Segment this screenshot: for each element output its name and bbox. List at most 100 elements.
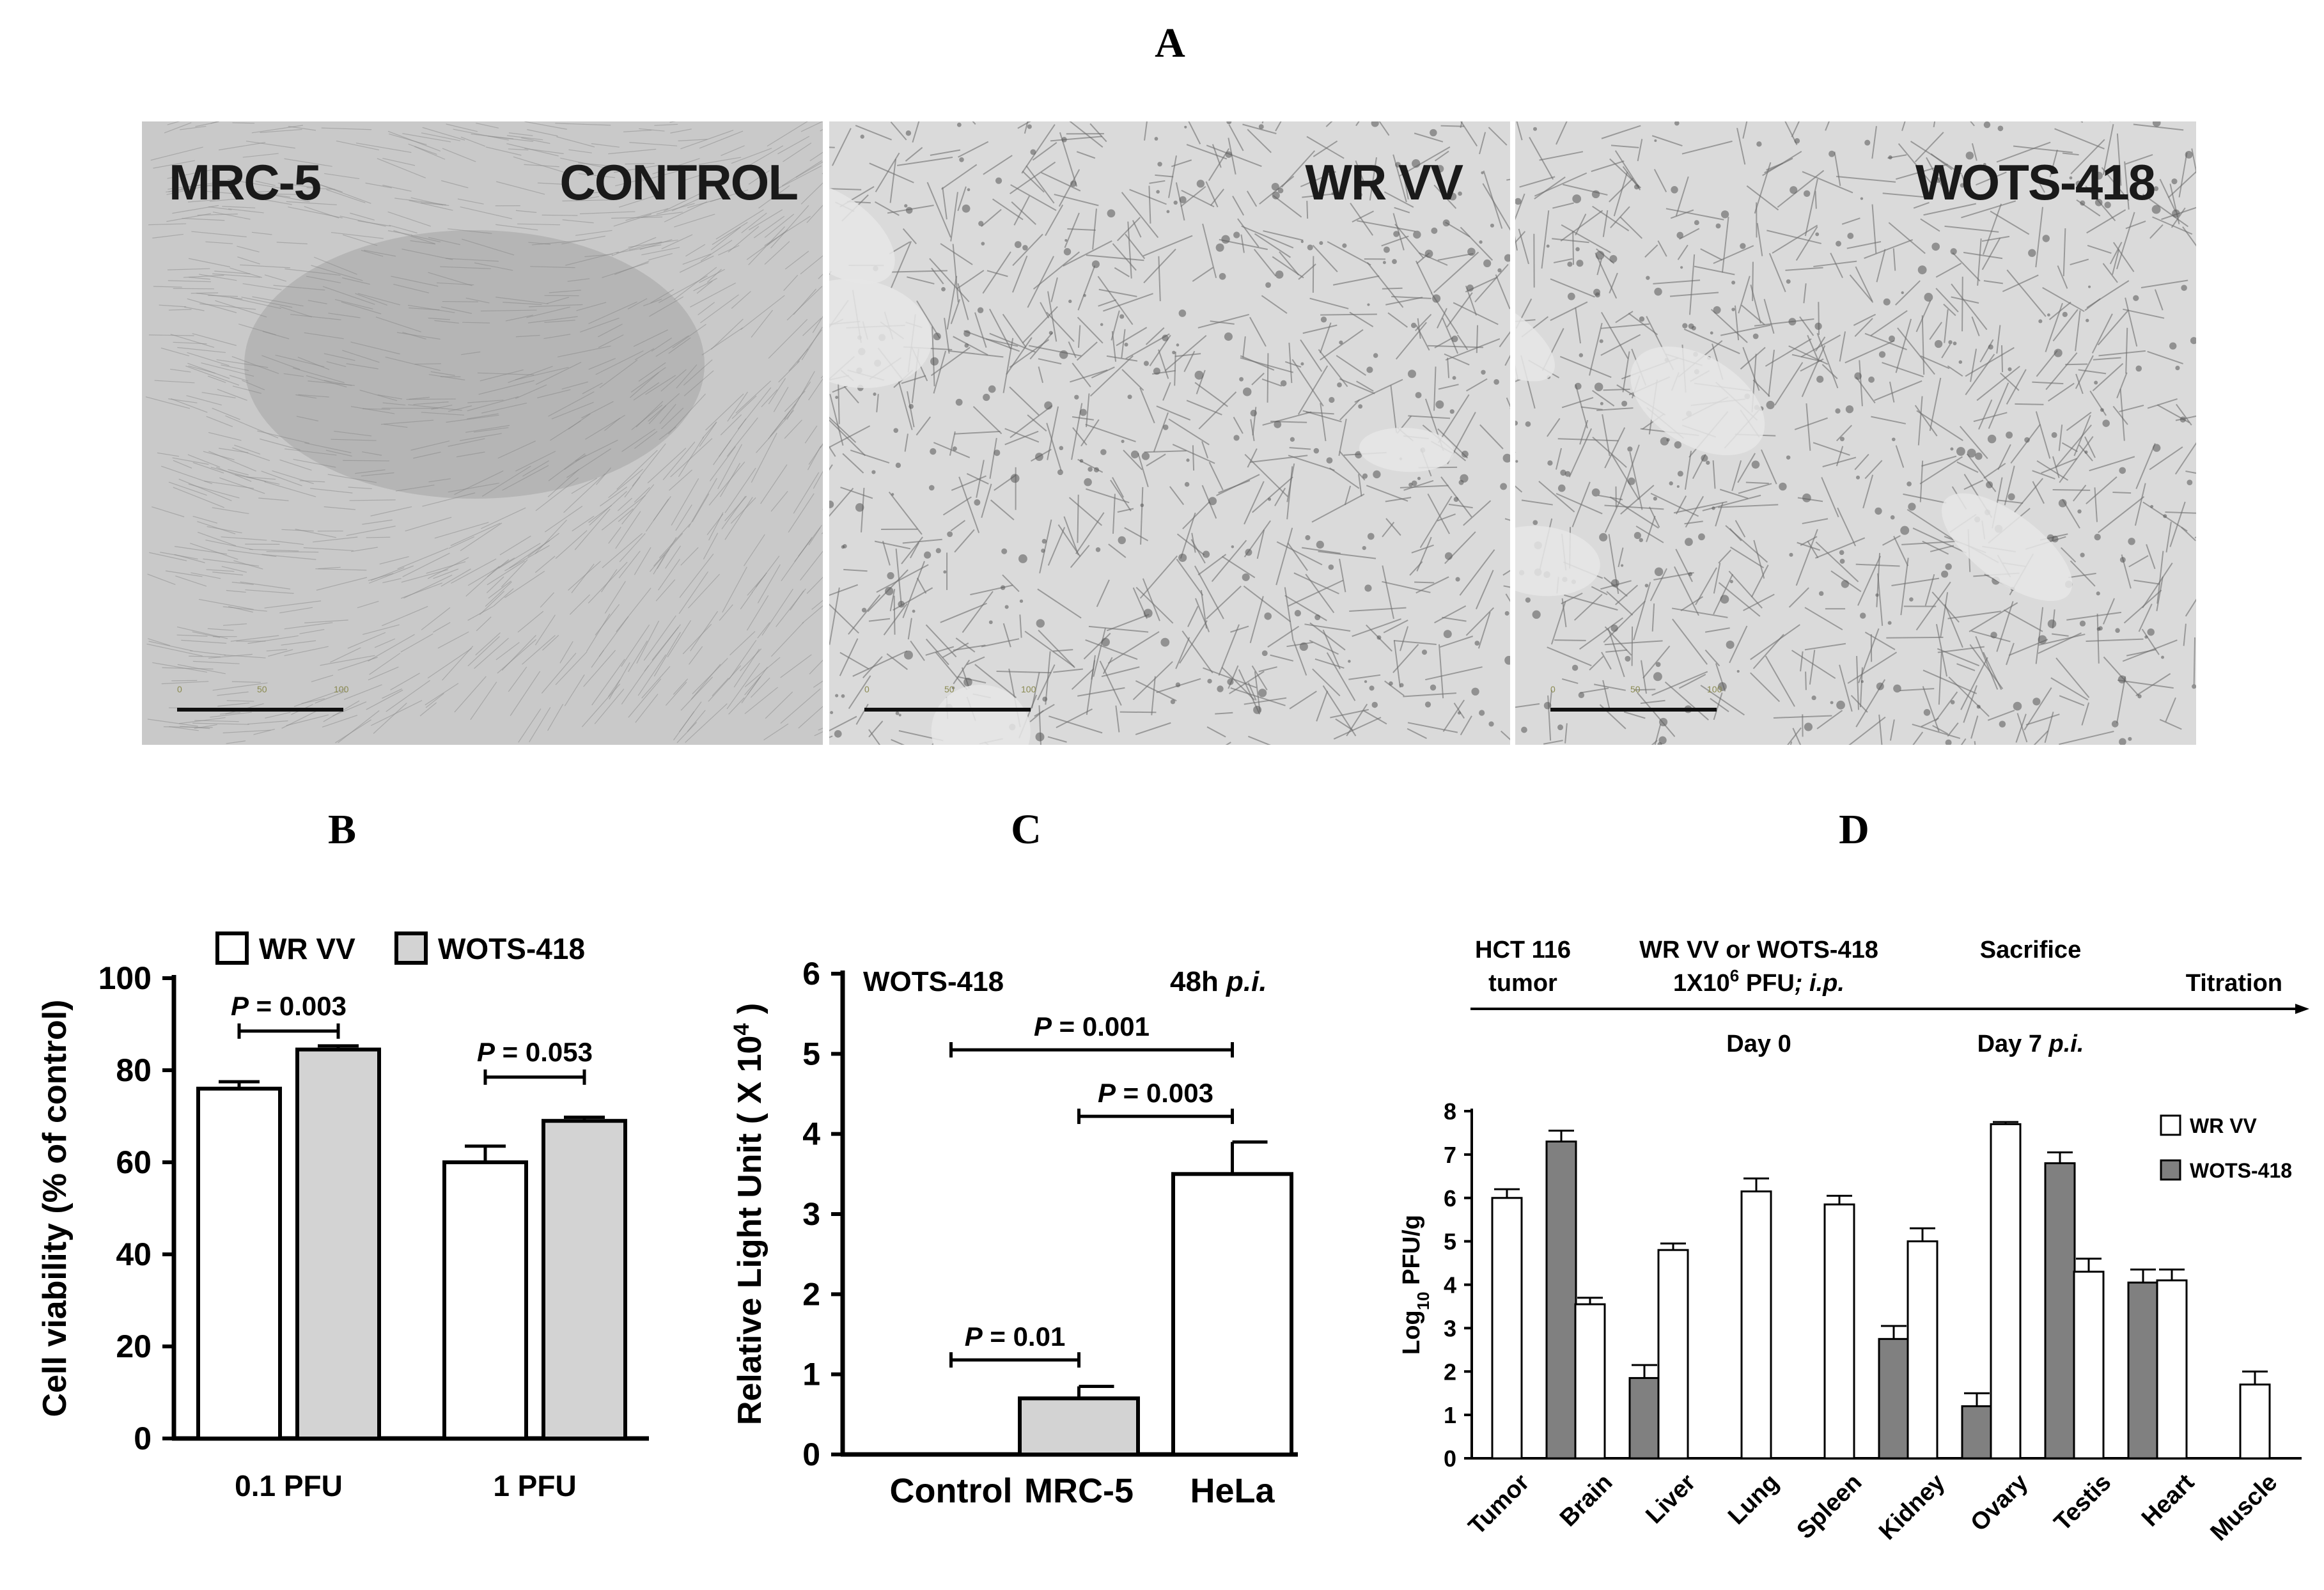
cell-fiber (2036, 350, 2058, 377)
cell-fiber (1504, 518, 1510, 521)
cell-strand (176, 634, 208, 637)
cell-cluster (974, 499, 981, 506)
legend-label: WOTS-418 (438, 932, 585, 965)
cell-strand (325, 449, 352, 456)
cell-strand (338, 710, 380, 744)
cell-fiber (1010, 161, 1056, 194)
cell-strand (470, 682, 497, 721)
cell-fiber (1129, 189, 1167, 205)
cell-strand (515, 367, 569, 380)
cell-fiber (1445, 338, 1501, 361)
cell-strand (336, 140, 379, 151)
cell-cluster (1455, 577, 1460, 582)
cell-fiber (1754, 318, 1814, 327)
cell-cluster (988, 620, 993, 625)
cell-cluster (1875, 507, 1882, 515)
cell-strand (710, 226, 741, 251)
cell-fiber (1306, 136, 1345, 159)
cell-strand (207, 375, 226, 383)
cell-strand (341, 301, 382, 315)
bar-heart (2156, 1279, 2188, 1460)
micrograph-texture (142, 121, 823, 745)
cell-fiber (901, 375, 926, 384)
cell-fiber (1871, 204, 1877, 254)
cell-cluster (2187, 479, 2193, 486)
cell-strand (629, 142, 678, 146)
cell-fiber (962, 591, 994, 633)
dose-unit: PFU (1739, 970, 1795, 997)
cell-fiber (1194, 565, 1224, 620)
cell-strand (249, 549, 299, 552)
cell-strand (641, 666, 671, 699)
cell-fiber (1601, 125, 1641, 139)
cell-fiber (1356, 380, 1374, 392)
cell-strand (355, 143, 412, 153)
cell-cluster (2051, 432, 2057, 438)
y-tick-label: 40 (116, 1236, 152, 1272)
cell-fiber (1037, 588, 1082, 619)
cell-strand (643, 299, 662, 307)
cell-cluster (1093, 467, 1100, 472)
cell-strand (152, 662, 208, 673)
cell-fiber (2185, 598, 2196, 617)
cell-strand (479, 591, 505, 615)
cell-strand (425, 692, 444, 708)
cell-cluster (1119, 314, 1125, 319)
cell-fiber (1821, 477, 1839, 518)
cell-fiber (1293, 572, 1339, 595)
cell-fiber (1137, 453, 1149, 487)
cell-fiber (1600, 323, 1649, 329)
bar-ovary (1990, 1123, 2022, 1460)
cell-fiber (2086, 476, 2117, 504)
cell-fiber (1121, 192, 1159, 238)
cell-strand (600, 487, 627, 507)
cell-fiber (1339, 558, 1346, 593)
cell-fiber (1401, 164, 1409, 199)
cell-strand (389, 133, 427, 145)
cell-cluster (1579, 353, 1584, 357)
cell-cluster (1646, 276, 1650, 280)
cell-cluster (1364, 584, 1372, 592)
cell-strand (149, 552, 187, 561)
cell-strand (221, 536, 267, 541)
cell-strand (152, 233, 183, 239)
cell-strand (201, 362, 254, 377)
scale-mid: 50 (257, 684, 267, 694)
cell-strand (542, 635, 559, 651)
cell-cluster (1830, 701, 1834, 705)
chart-header-right: 48h p.i. (1170, 966, 1267, 997)
cell-strand (608, 679, 621, 697)
cell-fiber (2169, 183, 2180, 224)
cell-strand (448, 228, 492, 234)
cell-fiber (1725, 525, 1768, 563)
cell-strand (804, 425, 818, 444)
cell-strand (428, 374, 465, 380)
cell-fiber (1216, 474, 1260, 497)
cell-fiber (2101, 167, 2130, 201)
cell-fiber (1033, 251, 1080, 290)
cell-strand (643, 615, 676, 661)
cell-fiber (1330, 708, 1369, 719)
cell-strand (389, 224, 417, 234)
cell-cluster (1953, 341, 1957, 346)
cell-fiber (1475, 570, 1494, 610)
cell-strand (608, 469, 643, 499)
cell-fiber (1086, 488, 1130, 504)
cell-cluster (2181, 284, 2187, 291)
cell-fiber (1579, 419, 1589, 445)
cell-fiber (1267, 625, 1300, 648)
cell-fiber (1202, 223, 1217, 278)
cell-cluster (1261, 650, 1268, 657)
cell-cluster (1176, 343, 1180, 347)
cell-strand (618, 550, 641, 579)
cell-fiber (1305, 573, 1335, 614)
cell-strand (285, 268, 341, 276)
cell-fiber (1099, 660, 1122, 706)
cell-fiber (1453, 302, 1499, 325)
cell-fiber (1091, 366, 1115, 378)
cell-strand (541, 652, 577, 694)
cell-strand (380, 419, 434, 425)
cell-fiber (1390, 385, 1398, 433)
cell-cluster (1141, 452, 1150, 460)
bar-kidney (1961, 1405, 1993, 1460)
